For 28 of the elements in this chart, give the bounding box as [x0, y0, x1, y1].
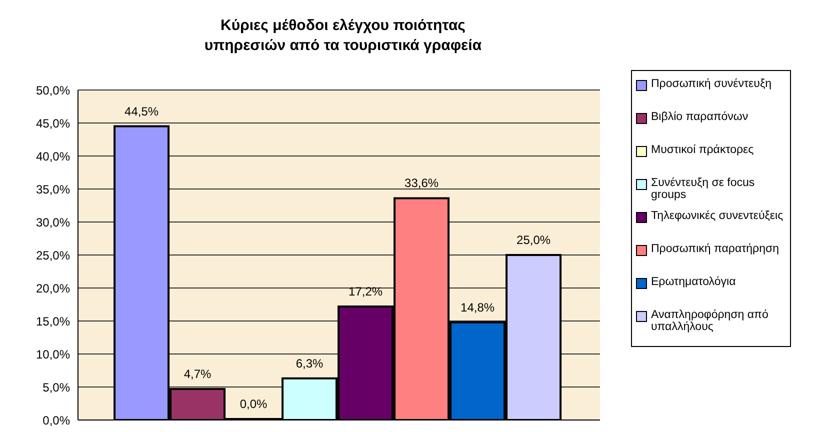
legend-label: Ερωτηματολόγια: [651, 276, 736, 288]
data-label: 4,7%: [184, 366, 212, 381]
y-tick-label: 0,0%: [42, 413, 70, 428]
data-label: 33,6%: [404, 176, 439, 190]
legend-label: Μυστικοί πράκτορες: [651, 144, 754, 156]
y-tick-label: 30,0%: [36, 215, 70, 230]
y-tick-label: 20,0%: [36, 281, 70, 296]
data-label: 6,3%: [296, 356, 324, 370]
data-label: 0,0%: [240, 397, 268, 411]
y-tick-label: 45,0%: [36, 116, 70, 130]
legend-label: Προσωπική παρατήρηση: [651, 243, 779, 255]
y-tick-label: 25,0%: [36, 248, 70, 262]
data-label: 25,0%: [516, 233, 551, 247]
y-tick-label: 10,0%: [36, 347, 70, 362]
legend-label: Προσωπική συνέντευξη: [651, 78, 772, 90]
legend-label: Αναπληροφόρηση από υπαλλήλους: [651, 309, 770, 333]
legend-label: Βιβλίο παραπόνων: [651, 111, 748, 123]
chart-title: Κύριες μέθοδοι ελέγχου ποιότητας υπηρεσιών από τα τουριστικά γραφεία: [203, 16, 483, 56]
y-tick-label: 40,0%: [36, 149, 70, 164]
legend-label: Συνέντευξη σε focus groups: [651, 177, 756, 201]
y-tick-label: 35,0%: [36, 182, 70, 196]
data-label: 44,5%: [124, 104, 159, 118]
y-tick-label: 50,0%: [36, 83, 70, 98]
legend-label: Τηλεφωνικές συνεντεύξεις: [651, 210, 784, 222]
data-label: 17,2%: [348, 284, 383, 298]
y-tick-label: 5,0%: [42, 380, 70, 394]
data-label: 14,8%: [460, 300, 495, 314]
y-tick-label: 15,0%: [36, 314, 70, 328]
